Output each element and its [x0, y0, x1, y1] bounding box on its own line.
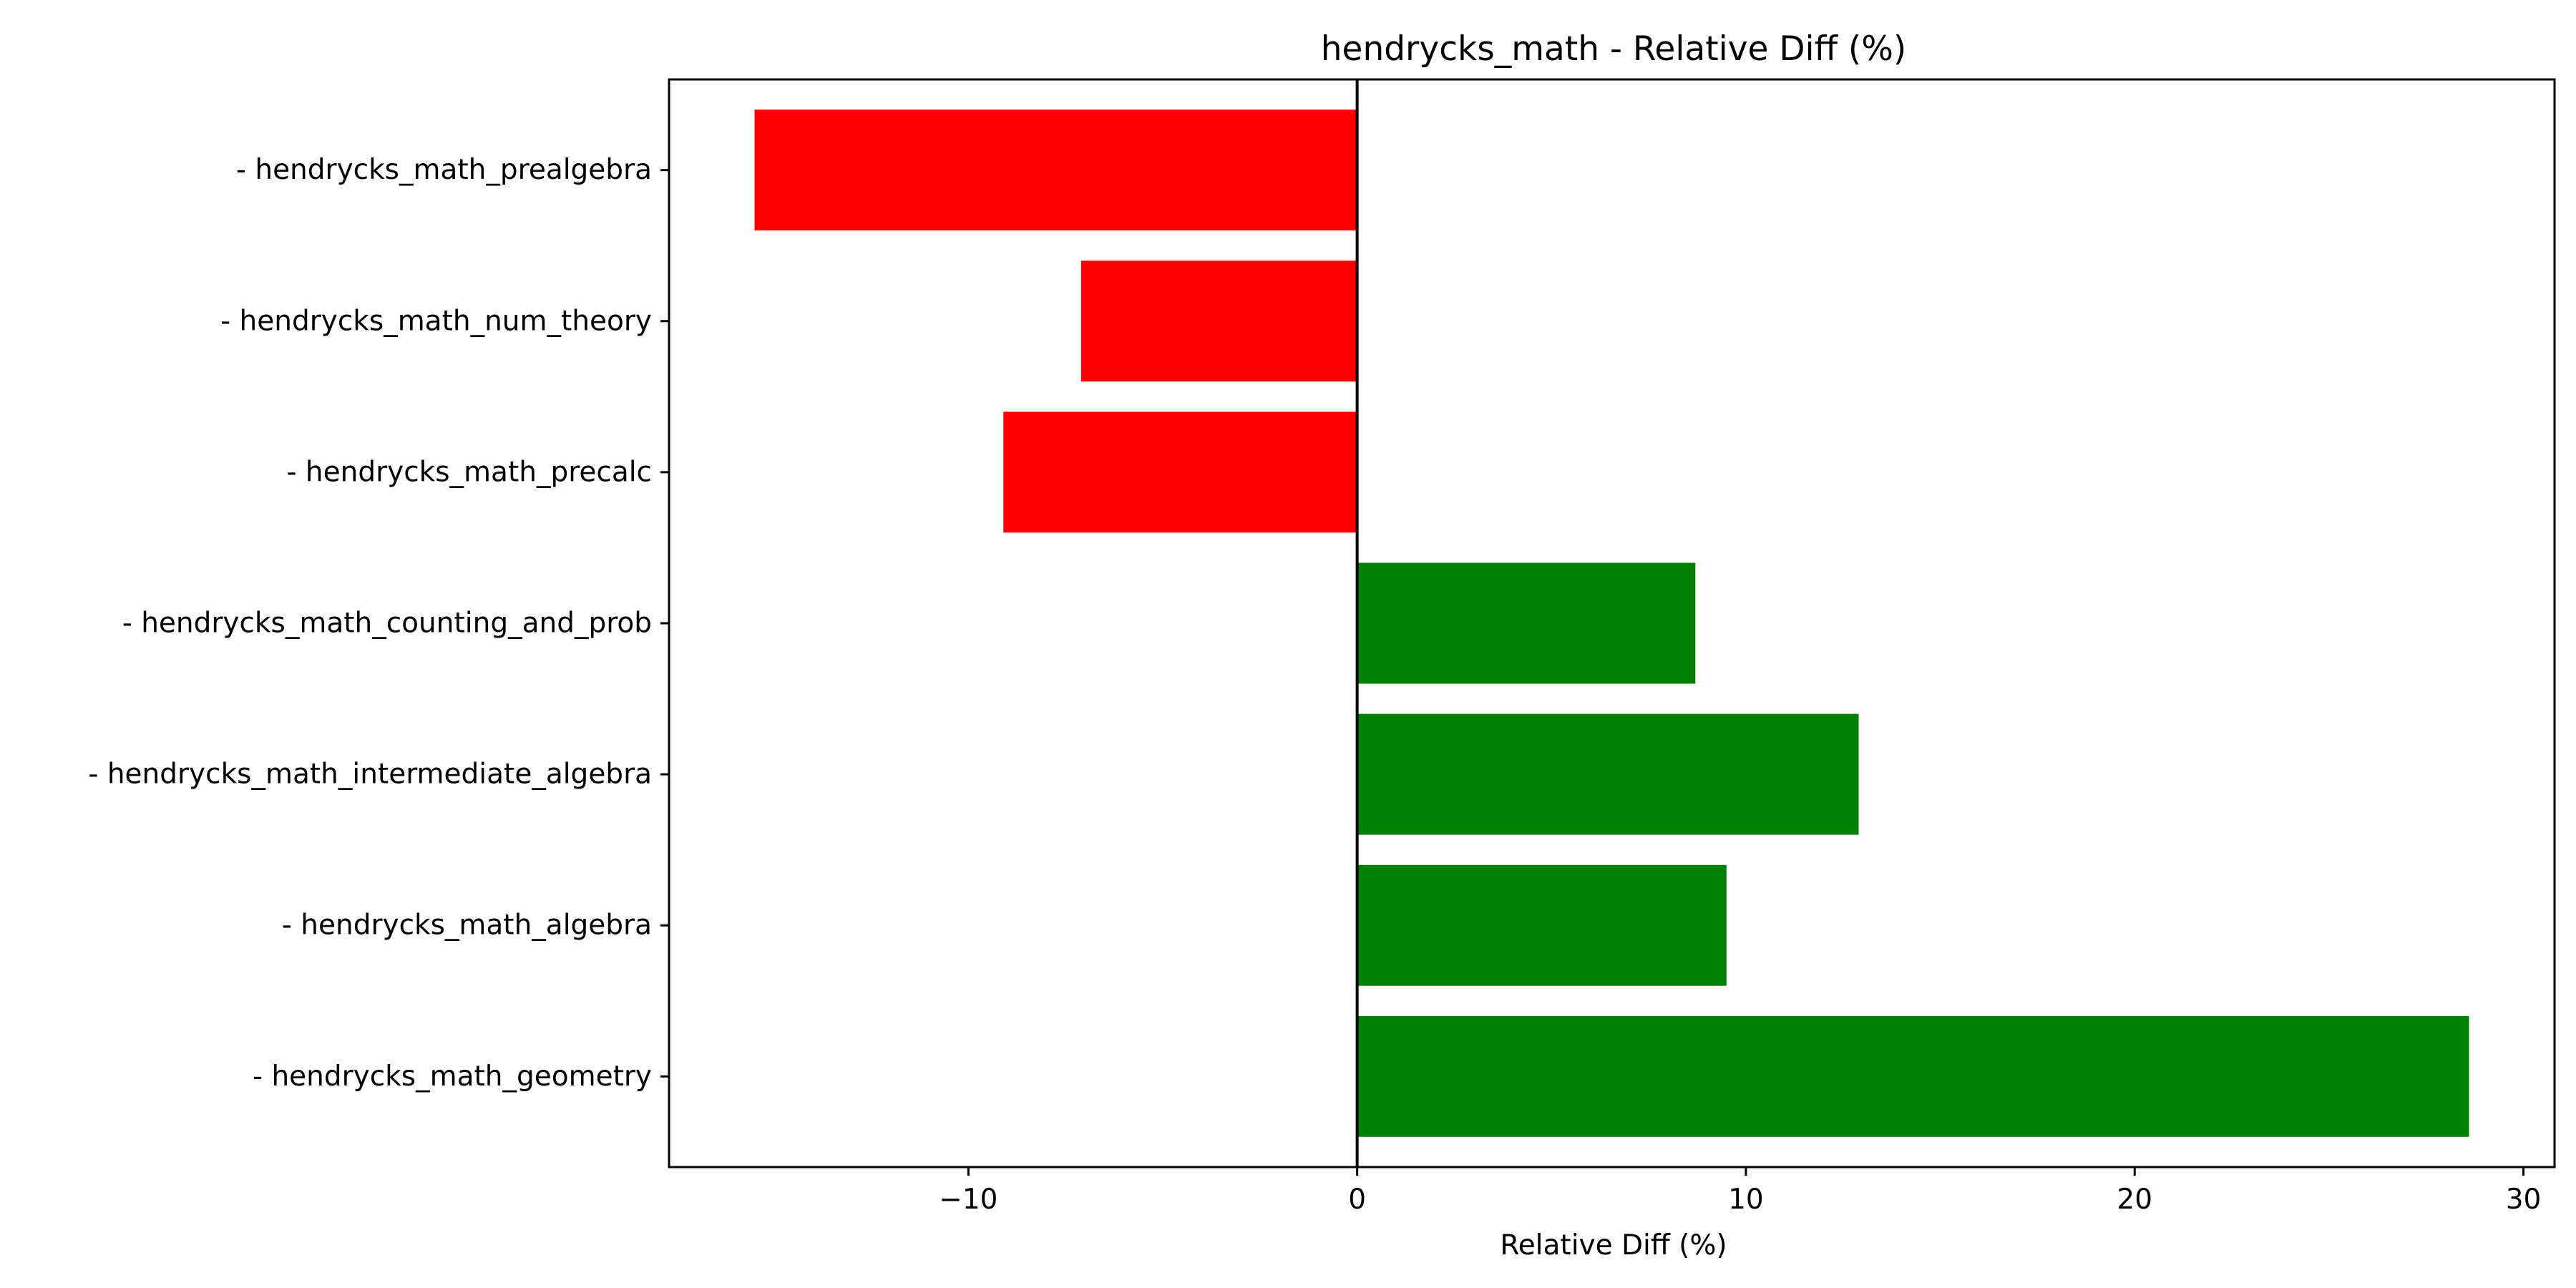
bar-hendrycks-math-intermediate-algebra: [1357, 713, 1859, 835]
y-tick-label: - hendrycks_math_algebra: [282, 909, 652, 942]
chart-title: hendrycks_math - Relative Diff (%): [1321, 29, 1907, 69]
bar-hendrycks-math-geometry: [1357, 1015, 2469, 1137]
bar-hendrycks-math-algebra: [1357, 864, 1727, 986]
y-tick-label: - hendrycks_math_precalc: [286, 456, 652, 488]
y-tick-label: - hendrycks_math_intermediate_algebra: [88, 758, 652, 791]
y-axis-labels: - hendrycks_math_prealgebra - hendrycks_m…: [88, 154, 669, 1093]
y-tick-label: - hendrycks_math_num_theory: [220, 305, 652, 337]
y-tick-label: - hendrycks_math_prealgebra: [236, 154, 652, 186]
x-tick-label: 10: [1728, 1184, 1764, 1216]
bar-hendrycks-math-num-theory: [1080, 260, 1357, 382]
bar-hendrycks-math-prealgebra: [754, 109, 1357, 231]
x-tick-label: −10: [939, 1184, 997, 1216]
x-tick-label: 0: [1348, 1184, 1366, 1216]
bar-hendrycks-math-counting-and-prob: [1357, 562, 1696, 684]
x-axis-ticks: −10 0 10 20 30: [939, 1167, 2541, 1216]
x-tick-label: 20: [2117, 1184, 2152, 1216]
bar-hendrycks-math-precalc: [1003, 411, 1357, 533]
y-tick-label: - hendrycks_math_geometry: [253, 1060, 652, 1093]
y-tick-label: - hendrycks_math_counting_and_prob: [122, 608, 652, 640]
x-tick-label: 30: [2506, 1184, 2542, 1216]
bars-layer: [754, 109, 2469, 1137]
x-axis-label: Relative Diff (%): [1500, 1229, 1727, 1262]
